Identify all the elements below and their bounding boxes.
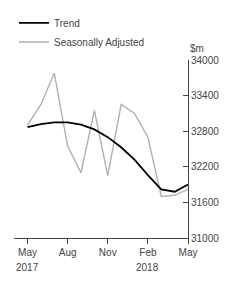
svg-text:33400: 33400	[191, 90, 219, 101]
svg-text:32200: 32200	[191, 161, 219, 172]
svg-text:May: May	[179, 247, 198, 258]
svg-text:31600: 31600	[191, 197, 219, 208]
svg-text:Trend: Trend	[54, 18, 80, 29]
svg-text:2018: 2018	[136, 262, 159, 273]
svg-text:Aug: Aug	[59, 247, 77, 258]
svg-text:32800: 32800	[191, 126, 219, 137]
svg-text:Feb: Feb	[139, 247, 157, 258]
svg-text:$m: $m	[190, 43, 204, 54]
svg-text:31000: 31000	[191, 233, 219, 244]
svg-text:May: May	[18, 247, 37, 258]
svg-text:Nov: Nov	[99, 247, 117, 258]
svg-text:Seasonally Adjusted: Seasonally Adjusted	[54, 37, 144, 48]
svg-text:2017: 2017	[16, 262, 39, 273]
svg-text:34000: 34000	[191, 55, 219, 66]
